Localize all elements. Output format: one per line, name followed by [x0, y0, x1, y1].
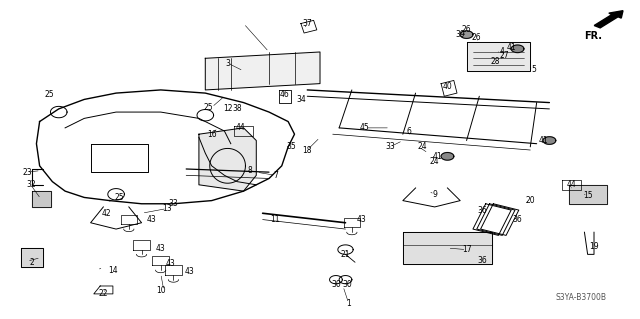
Text: 36: 36	[477, 256, 488, 265]
Text: 43: 43	[156, 243, 166, 253]
Text: 6: 6	[407, 127, 412, 136]
Text: 37: 37	[302, 19, 312, 28]
Text: 7: 7	[273, 171, 278, 180]
Text: 25: 25	[204, 103, 213, 112]
Text: 32: 32	[26, 180, 36, 189]
Text: 12: 12	[223, 104, 232, 113]
Polygon shape	[511, 45, 524, 53]
Text: 21: 21	[340, 250, 350, 259]
Text: FR.: FR.	[584, 31, 602, 41]
Text: 26: 26	[461, 25, 472, 34]
Polygon shape	[568, 185, 607, 204]
Text: 40: 40	[443, 82, 452, 91]
Text: 43: 43	[184, 267, 195, 276]
Text: 33: 33	[385, 142, 395, 151]
Text: 35: 35	[287, 142, 296, 151]
Text: 43: 43	[356, 215, 366, 224]
Text: 15: 15	[583, 191, 593, 200]
Text: 45: 45	[360, 123, 369, 132]
Text: 20: 20	[525, 196, 535, 205]
Text: 2: 2	[29, 258, 35, 267]
Text: 30: 30	[331, 280, 341, 289]
Text: 4: 4	[499, 48, 504, 56]
Text: 16: 16	[207, 130, 216, 139]
Text: 25: 25	[115, 193, 124, 202]
Polygon shape	[20, 248, 43, 267]
Polygon shape	[32, 191, 51, 207]
Text: 39: 39	[455, 30, 465, 39]
Polygon shape	[199, 128, 256, 191]
Text: 11: 11	[271, 215, 280, 224]
Text: 26: 26	[471, 33, 481, 42]
Text: 1: 1	[346, 299, 351, 308]
Text: 19: 19	[589, 242, 599, 251]
Text: 41: 41	[506, 43, 516, 52]
Text: 44: 44	[236, 123, 245, 132]
Text: 38: 38	[232, 104, 242, 113]
Polygon shape	[205, 52, 320, 90]
Text: 23: 23	[22, 168, 32, 177]
Text: 33: 33	[168, 199, 179, 208]
Polygon shape	[467, 42, 531, 71]
Text: 14: 14	[108, 266, 118, 275]
Text: 43: 43	[147, 215, 156, 224]
Text: 22: 22	[99, 289, 108, 298]
Text: 9: 9	[432, 190, 437, 199]
Text: S3YA-B3700B: S3YA-B3700B	[556, 293, 607, 302]
Text: 30: 30	[342, 280, 352, 289]
Text: 28: 28	[490, 57, 500, 66]
Text: 13: 13	[163, 204, 172, 213]
Text: 44: 44	[567, 180, 577, 189]
Text: 46: 46	[280, 90, 290, 99]
Text: 27: 27	[500, 51, 509, 60]
Text: 5: 5	[531, 65, 536, 74]
Text: 25: 25	[44, 90, 54, 99]
Text: 17: 17	[461, 245, 472, 254]
Text: 24: 24	[417, 142, 427, 151]
Text: 8: 8	[248, 166, 252, 175]
Text: 36: 36	[477, 206, 488, 215]
Polygon shape	[403, 232, 492, 264]
Text: 42: 42	[102, 209, 111, 218]
Text: 43: 43	[165, 259, 175, 268]
Text: 41: 41	[433, 152, 443, 161]
Text: 36: 36	[513, 215, 522, 224]
Text: 10: 10	[156, 286, 166, 295]
Polygon shape	[460, 31, 473, 38]
Polygon shape	[441, 152, 454, 160]
Polygon shape	[543, 137, 556, 144]
FancyArrow shape	[594, 11, 623, 28]
Text: 34: 34	[296, 95, 306, 104]
Text: 3: 3	[225, 59, 230, 68]
Text: 18: 18	[303, 145, 312, 154]
Text: 41: 41	[538, 136, 548, 145]
Text: 24: 24	[430, 157, 440, 166]
